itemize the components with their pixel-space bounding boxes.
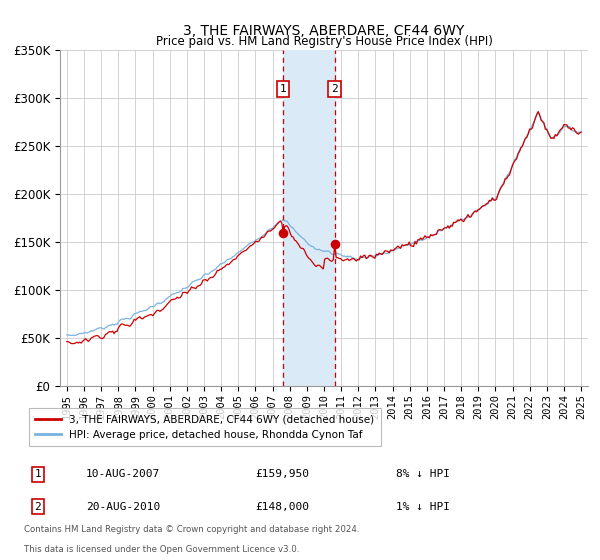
Legend: 3, THE FAIRWAYS, ABERDARE, CF44 6WY (detached house), HPI: Average price, detach: 3, THE FAIRWAYS, ABERDARE, CF44 6WY (det… (29, 408, 381, 446)
Point (278, 228, 288, 237)
Text: Price paid vs. HM Land Registry's House Price Index (HPI): Price paid vs. HM Land Registry's House … (155, 35, 493, 49)
Text: 2: 2 (331, 84, 338, 94)
Bar (283, 50, 335, 386)
Text: 2: 2 (34, 502, 41, 512)
Text: 10-AUG-2007: 10-AUG-2007 (86, 469, 160, 479)
Text: 3, THE FAIRWAYS, ABERDARE, CF44 6WY: 3, THE FAIRWAYS, ABERDARE, CF44 6WY (184, 24, 464, 38)
Point (330, 240, 340, 249)
Text: 1% ↓ HPI: 1% ↓ HPI (396, 502, 450, 512)
Text: This data is licensed under the Open Government Licence v3.0.: This data is licensed under the Open Gov… (23, 545, 299, 554)
Text: 1: 1 (34, 469, 41, 479)
Text: 20-AUG-2010: 20-AUG-2010 (86, 502, 160, 512)
Text: Contains HM Land Registry data © Crown copyright and database right 2024.: Contains HM Land Registry data © Crown c… (23, 525, 359, 534)
Text: £159,950: £159,950 (255, 469, 309, 479)
Text: 1: 1 (280, 84, 287, 94)
Text: 8% ↓ HPI: 8% ↓ HPI (396, 469, 450, 479)
Text: £148,000: £148,000 (255, 502, 309, 512)
